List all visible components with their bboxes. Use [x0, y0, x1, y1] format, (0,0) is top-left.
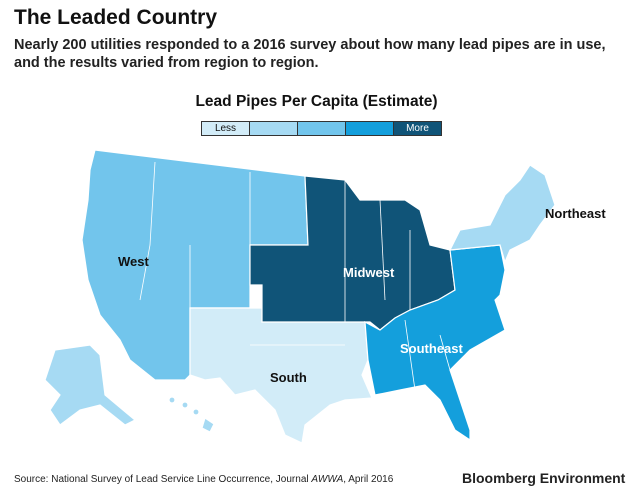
- legend-title: Lead Pipes Per Capita (Estimate): [195, 93, 438, 110]
- label-northeast: Northeast: [545, 206, 606, 221]
- legend-step-2: [250, 122, 298, 135]
- legend-step-4: [346, 122, 394, 135]
- title: The Leaded Country: [14, 6, 218, 29]
- brand-logo: Bloomberg Environment: [462, 470, 626, 486]
- legend: Less More: [201, 121, 442, 136]
- alaska: [44, 344, 137, 426]
- legend-less: Less: [202, 122, 250, 135]
- subtitle: Nearly 200 utilities responded to a 2016…: [14, 37, 606, 71]
- legend-more: More: [394, 122, 441, 135]
- source-note: Source: National Survey of Lead Service …: [14, 474, 394, 485]
- region-northeast: [448, 164, 556, 264]
- legend-step-3: [298, 122, 346, 135]
- label-south: South: [270, 370, 307, 385]
- label-southeast: Southeast: [400, 341, 463, 356]
- hawaii: [168, 396, 215, 433]
- region-southeast: [364, 244, 506, 442]
- label-west: West: [118, 254, 149, 269]
- label-midwest: Midwest: [343, 265, 395, 280]
